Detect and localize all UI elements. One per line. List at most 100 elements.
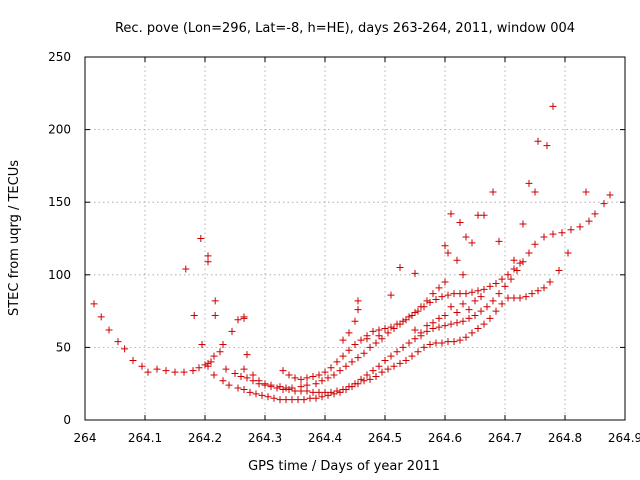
x-tick-label: 264.2 bbox=[188, 431, 222, 445]
data-point bbox=[540, 233, 548, 241]
data-point bbox=[279, 386, 287, 394]
data-point bbox=[324, 374, 332, 382]
y-tick-label: 100 bbox=[48, 268, 71, 282]
data-point bbox=[121, 345, 129, 353]
data-point bbox=[291, 387, 299, 395]
data-point bbox=[204, 362, 212, 370]
x-tick-label: 264.3 bbox=[248, 431, 282, 445]
data-point bbox=[405, 339, 413, 347]
data-point bbox=[420, 343, 428, 351]
data-point bbox=[447, 210, 455, 218]
data-point bbox=[414, 307, 422, 315]
data-point bbox=[97, 313, 105, 321]
data-point bbox=[414, 348, 422, 356]
data-point bbox=[402, 316, 410, 324]
data-point bbox=[315, 371, 323, 379]
data-point bbox=[336, 367, 344, 375]
data-point bbox=[309, 372, 317, 380]
data-point bbox=[255, 377, 263, 385]
data-point bbox=[417, 329, 425, 337]
data-point bbox=[486, 314, 494, 322]
data-point bbox=[270, 394, 278, 402]
x-tick-label: 264.5 bbox=[368, 431, 402, 445]
data-point bbox=[585, 217, 593, 225]
data-point bbox=[444, 291, 452, 299]
data-point bbox=[435, 323, 443, 331]
data-point bbox=[396, 359, 404, 367]
data-point bbox=[417, 303, 425, 311]
data-point bbox=[393, 348, 401, 356]
data-point bbox=[153, 365, 161, 373]
data-point bbox=[468, 239, 476, 247]
data-point bbox=[348, 358, 356, 366]
data-point bbox=[399, 343, 407, 351]
data-point bbox=[363, 371, 371, 379]
data-point bbox=[237, 372, 245, 380]
data-point bbox=[129, 356, 137, 364]
data-point bbox=[498, 275, 506, 283]
data-point bbox=[423, 297, 431, 305]
data-point bbox=[432, 295, 440, 303]
data-point bbox=[492, 280, 500, 288]
data-point bbox=[351, 380, 359, 388]
data-point bbox=[105, 326, 113, 334]
data-point bbox=[534, 137, 542, 145]
x-tick-label: 264.9 bbox=[608, 431, 640, 445]
data-point bbox=[318, 393, 326, 401]
data-point bbox=[456, 219, 464, 227]
x-tick-label: 264.7 bbox=[488, 431, 522, 445]
data-point bbox=[369, 327, 377, 335]
data-point bbox=[489, 188, 497, 196]
data-point bbox=[387, 323, 395, 331]
data-point bbox=[303, 381, 311, 389]
data-point bbox=[429, 319, 437, 327]
x-axis-label: GPS time / Days of year 2011 bbox=[248, 459, 440, 474]
data-point bbox=[207, 358, 215, 366]
data-point bbox=[507, 275, 515, 283]
data-point bbox=[459, 300, 467, 308]
data-point bbox=[234, 316, 242, 324]
data-point bbox=[201, 361, 209, 369]
x-tick-label: 264.1 bbox=[128, 431, 162, 445]
data-point bbox=[366, 343, 374, 351]
data-point bbox=[306, 394, 314, 402]
data-point bbox=[546, 278, 554, 286]
data-point bbox=[297, 383, 305, 391]
data-point bbox=[315, 388, 323, 396]
data-point bbox=[261, 380, 269, 388]
chart-title: Rec. pove (Lon=296, Lat=-8, h=HE), days … bbox=[115, 21, 575, 36]
data-point bbox=[288, 384, 296, 392]
data-point bbox=[441, 322, 449, 330]
data-point bbox=[444, 338, 452, 346]
data-point bbox=[360, 377, 368, 385]
data-point bbox=[480, 320, 488, 328]
data-point bbox=[411, 335, 419, 343]
data-point bbox=[522, 293, 530, 301]
data-point bbox=[345, 383, 353, 391]
data-point bbox=[354, 306, 362, 314]
data-point bbox=[450, 290, 458, 298]
data-point bbox=[282, 396, 290, 404]
data-point bbox=[411, 269, 419, 277]
y-tick-label: 50 bbox=[56, 340, 71, 354]
data-point bbox=[459, 317, 467, 325]
data-point bbox=[591, 210, 599, 218]
data-point bbox=[477, 307, 485, 315]
data-point bbox=[138, 362, 146, 370]
data-point bbox=[330, 371, 338, 379]
data-point bbox=[435, 314, 443, 322]
data-point bbox=[211, 297, 219, 305]
data-point bbox=[480, 211, 488, 219]
data-point bbox=[510, 265, 518, 273]
data-point bbox=[501, 282, 509, 290]
data-point bbox=[357, 336, 365, 344]
data-point bbox=[408, 352, 416, 360]
data-point bbox=[351, 340, 359, 348]
data-point bbox=[516, 259, 524, 267]
data-point bbox=[393, 320, 401, 328]
data-point bbox=[381, 356, 389, 364]
data-point bbox=[180, 368, 188, 376]
y-tick-label: 150 bbox=[48, 195, 71, 209]
data-point bbox=[462, 290, 470, 298]
data-point bbox=[525, 179, 533, 187]
